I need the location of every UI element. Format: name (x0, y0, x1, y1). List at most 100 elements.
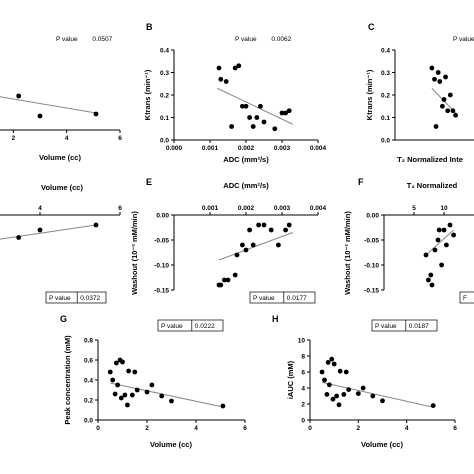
data-point (112, 391, 118, 397)
data-point (433, 124, 439, 129)
regression-line (0, 96, 97, 114)
y-tick-label: -0.05 (364, 238, 379, 245)
regression-line (216, 87, 294, 125)
data-point (326, 382, 332, 388)
data-point (223, 79, 229, 84)
pvalue-value: 0.0177 (287, 295, 307, 302)
data-point (129, 392, 135, 398)
y-tick-label: 0.3 (160, 70, 169, 77)
data-point (247, 227, 253, 233)
y-tick-label: -0.15 (364, 288, 379, 295)
data-point (126, 368, 132, 374)
panel-letter: E (146, 177, 152, 187)
panel-a: 2 4 6 Volume (cc) P value 0.0507 (0, 36, 122, 162)
y-tick-label: 8 (301, 354, 305, 361)
x-tick-label: 4 (194, 425, 198, 432)
data-point (16, 93, 22, 99)
y-tick-label: 0.6 (84, 358, 93, 365)
data-point (355, 391, 361, 396)
data-point (453, 112, 458, 118)
pvalue-value: 0.0187 (409, 323, 429, 330)
data-point (272, 126, 278, 132)
data-point (240, 242, 245, 248)
data-point (107, 369, 113, 375)
data-point (426, 277, 431, 283)
data-point (247, 115, 253, 120)
data-point (218, 76, 224, 82)
y-tick-label: -0.10 (364, 263, 379, 270)
regression-line (321, 381, 434, 408)
panel-g: 0 2 4 6 0.0 0.2 0.4 0.6 0.8 G Volume (cc) Peak conc… (60, 314, 247, 449)
y-tick-label: 0.1 (381, 115, 390, 122)
y-axis-title: Washout (10⁻² mM/min) (130, 211, 139, 295)
data-point (437, 79, 443, 84)
data-point (286, 108, 292, 114)
data-point (258, 103, 263, 109)
x-tick-label: 0.002 (238, 205, 255, 212)
data-point (229, 124, 235, 129)
data-point (283, 227, 288, 233)
x-axis-title: Volume (cc) (150, 440, 192, 449)
pvalue-label: P value (375, 323, 397, 330)
data-point (441, 97, 447, 102)
data-point (325, 360, 331, 365)
pvalue-box (249, 291, 316, 304)
pvalue-box (371, 319, 438, 332)
data-point (276, 242, 281, 248)
x-tick-label: 2 (12, 135, 16, 142)
x-tick-label: 2 (357, 425, 361, 432)
data-point (432, 76, 437, 82)
x-tick-label: 0.001 (202, 205, 219, 212)
data-point (93, 222, 99, 228)
data-point (428, 272, 434, 278)
y-axis-title: Ktrans (min⁻¹) (143, 69, 152, 120)
regression-line (425, 229, 454, 256)
data-point (16, 235, 22, 240)
y-tick-label: -0.05 (154, 238, 169, 245)
y-tick-label: 0.00 (366, 213, 379, 220)
y-tick-label: 0.0 (84, 418, 93, 425)
data-point (220, 403, 226, 409)
data-point (441, 227, 447, 233)
data-point (331, 361, 337, 367)
x-tick-label: 0.003 (274, 145, 291, 152)
x-tick-label: 0.000 (166, 145, 183, 152)
data-point (120, 359, 125, 365)
data-point (268, 227, 274, 233)
y-tick-label: 6 (301, 370, 305, 377)
data-point (159, 393, 165, 399)
x-axis-title: Volume (cc) (41, 183, 83, 192)
y-tick-label: 4 (301, 386, 305, 393)
y-tick-label: 2 (301, 402, 305, 409)
data-point (341, 392, 347, 397)
x-tick-label: 6 (118, 205, 122, 212)
y-tick-label: 0.0 (381, 138, 390, 145)
y-tick-label: 0.00 (156, 213, 169, 220)
data-point (336, 402, 342, 408)
x-tick-label: 0.002 (238, 145, 255, 152)
x-tick-label: 10 (440, 205, 448, 212)
y-tick-label: 0.2 (84, 398, 93, 405)
data-point (447, 222, 453, 228)
y-tick-label: 0.8 (84, 338, 93, 345)
data-point (261, 222, 267, 228)
x-tick-label: 0.004 (310, 145, 327, 152)
pvalue-value: 0.0507 (92, 36, 112, 43)
pvalue-value: 0.0372 (80, 295, 100, 302)
x-tick-label: 0.003 (274, 205, 291, 212)
data-point (250, 242, 256, 248)
data-point (93, 111, 99, 117)
data-point (435, 70, 441, 75)
y-axis-title: Washout (10⁻² mM/min) (343, 211, 352, 295)
panel-h: 0 2 4 6 0 2 4 6 8 10 H Volume (cc) iAUC (mM) P value 0… (272, 314, 457, 449)
data-point (451, 232, 456, 238)
pvalue-label: P value (453, 36, 474, 43)
panel-letter: H (272, 314, 279, 324)
data-point (423, 252, 429, 258)
x-axis-title: T₂ Normalized (407, 181, 458, 190)
data-point (243, 103, 249, 109)
data-point (343, 369, 349, 375)
data-point (236, 63, 242, 69)
data-point (37, 227, 43, 233)
